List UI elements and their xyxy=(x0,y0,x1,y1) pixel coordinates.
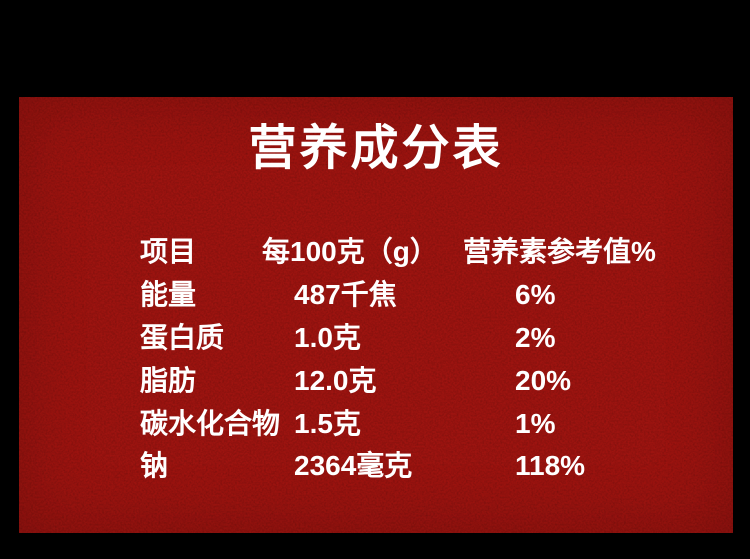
row-nrv: 2% xyxy=(515,321,556,353)
table-row-carbohydrate: 碳水化合物 1.5克 1% xyxy=(140,402,710,445)
row-item-label: 碳水化合物 xyxy=(140,407,281,439)
row-item-label: 脂肪 xyxy=(140,364,197,396)
table-row-fat: 脂肪 12.0克 20% xyxy=(140,359,710,402)
nutrition-table: 项目 每100克（g） 营养素参考值% 能量 487千焦 6% 蛋白质 1.0克… xyxy=(140,231,710,488)
row-item-label: 蛋白质 xyxy=(140,321,225,353)
row-item-label: 钠 xyxy=(140,450,169,482)
nutrition-table-title: 营养成分表 xyxy=(248,122,504,175)
nutrition-panel: 营养成分表 项目 每100克（g） 营养素参考值% 能量 487千焦 6% 蛋白… xyxy=(19,97,733,533)
table-row-sodium: 钠 2364毫克 118% xyxy=(140,445,710,488)
header-item: 项目 xyxy=(140,236,197,268)
row-amount: 12.0克 xyxy=(294,364,377,396)
row-nrv: 20% xyxy=(515,364,572,396)
row-amount: 1.5克 xyxy=(294,407,361,439)
table-row-energy: 能量 487千焦 6% xyxy=(140,274,710,317)
header-nrv-percent: 营养素参考值% xyxy=(463,236,656,268)
header-per100g: 每100克（g） xyxy=(262,236,438,268)
row-amount: 1.0克 xyxy=(294,321,361,353)
row-amount: 487千焦 xyxy=(294,279,397,311)
table-row-protein: 蛋白质 1.0克 2% xyxy=(140,317,710,360)
row-nrv: 1% xyxy=(515,407,556,439)
row-amount: 2364毫克 xyxy=(294,450,413,482)
row-item-label: 能量 xyxy=(140,279,197,311)
table-header-row: 项目 每100克（g） 营养素参考值% xyxy=(140,231,710,274)
row-nrv: 6% xyxy=(515,279,556,311)
row-nrv: 118% xyxy=(515,450,586,482)
